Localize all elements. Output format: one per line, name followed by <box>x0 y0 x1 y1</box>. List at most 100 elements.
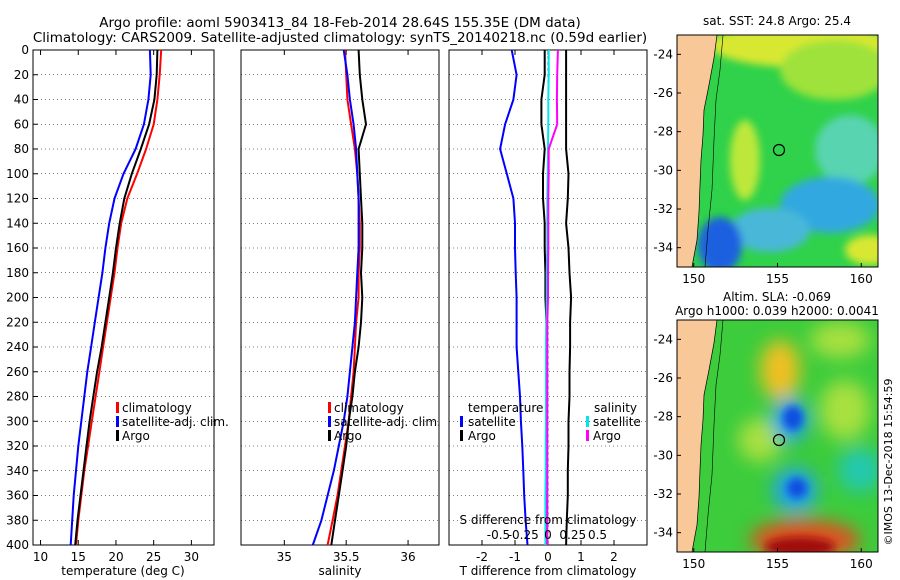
temperature-x-ticks: 10 15 20 25 30 <box>33 50 214 564</box>
legend-swatch-satellite <box>328 416 331 427</box>
x-tick-label: 2 <box>610 550 618 564</box>
map-x-tick-label: 160 <box>850 557 873 571</box>
sla-core-field <box>765 406 835 552</box>
sst-map-axes: 150 155 160 -24 -26 -28 -30 -32 -34 <box>653 47 872 286</box>
legend-swatch-satellite <box>116 416 119 427</box>
y-tick-label: 60 <box>14 117 29 131</box>
legend-label-satellite: satellite-adj. clim. <box>334 415 441 429</box>
australia-coast <box>677 320 718 552</box>
sla-high <box>738 418 782 462</box>
legend-label-satellite: satellite-adj. clim. <box>122 415 229 429</box>
map-y-tick-label: -24 <box>653 47 673 61</box>
sst-warm-patch <box>780 40 878 100</box>
y-tick-label: 140 <box>6 216 29 230</box>
temperature-lines <box>69 49 163 546</box>
legend-swatch-sal-satellite <box>586 416 589 427</box>
legend-title-salinity: salinity <box>594 401 637 415</box>
sst-map-title: sat. SST: 24.8 Argo: 25.4 <box>703 14 851 28</box>
difference-x-label: T difference from climatology <box>459 564 637 578</box>
series-line-argo <box>74 49 159 546</box>
difference-x-ticks: -2 -1 0 1 2 <box>449 50 647 564</box>
y-tick-label: 120 <box>6 192 29 206</box>
y-tick-label: 340 <box>6 464 29 478</box>
difference-panel: -2 -1 0 1 2 T difference from climatology S … <box>448 49 648 578</box>
y-tick-label: 40 <box>14 93 29 107</box>
map-y-tick-label: -28 <box>653 410 673 424</box>
legend-label-temp-argo: Argo <box>468 429 496 443</box>
sst-map: sat. SST: 24.8 Argo: 25.4 150 155 160 -24 -2… <box>653 14 879 286</box>
sla-map: Altim. SLA: -0.069 Argo h1000: 0.039 h20… <box>653 290 879 571</box>
map-y-tick-label: -34 <box>653 241 673 255</box>
legend-label-temp-satellite: satellite <box>468 415 516 429</box>
map-y-tick-label: -26 <box>653 86 673 100</box>
sst-warm-patch <box>730 120 760 200</box>
imos-credit: ©IMOS 13-Dec-2018 15:54:59 <box>882 379 895 546</box>
y-tick-label: 80 <box>14 142 29 156</box>
x-tick-label: 25 <box>146 550 161 564</box>
temperature-legend: climatology satellite-adj. clim. Argo <box>116 401 229 443</box>
s-tick-label: 0 <box>544 528 552 542</box>
argo-location-marker <box>772 143 786 157</box>
y-tick-label: 220 <box>6 315 29 329</box>
depth-axis: 0 20 40 60 80 100 120 140 160 180 200 220 240 260 280 3… <box>6 43 38 552</box>
title-line-2: Climatology: CARS2009. Satellite-adjuste… <box>33 30 647 46</box>
x-tick-label: 15 <box>71 550 86 564</box>
map-y-tick-label: -32 <box>653 202 673 216</box>
map-y-tick-label: -24 <box>653 332 673 346</box>
legend-swatch-sal-argo <box>586 430 589 441</box>
x-tick-label: 20 <box>108 550 123 564</box>
series-line-satellite-adj-clim- <box>311 49 360 546</box>
map-y-tick-label: -30 <box>653 448 673 462</box>
y-tick-label: 20 <box>14 68 29 82</box>
s-tick-label: 0.5 <box>588 528 607 542</box>
legend-label-argo: Argo <box>334 429 362 443</box>
sla-map-subtitle: Argo h1000: 0.039 h2000: 0.0041 <box>675 304 879 318</box>
sla-map-title: Altim. SLA: -0.069 <box>723 290 831 304</box>
sla-low-core <box>783 406 803 430</box>
y-tick-label: 0 <box>21 43 29 57</box>
sst-field <box>677 35 878 267</box>
australia-coast <box>677 35 718 267</box>
sla-high <box>820 380 870 440</box>
legend-label-climatology: climatology <box>122 401 192 415</box>
shelf-contour <box>704 320 724 552</box>
salinity-x-ticks: 35 35.5 36 <box>241 50 439 564</box>
s-difference-ticks: -0.5-0.25 0 0.25 0.5 <box>487 528 607 542</box>
x-tick-label: 1 <box>577 550 585 564</box>
y-tick-label: 200 <box>6 291 29 305</box>
shelf-contour <box>704 35 724 267</box>
s-tick-label: -0.25 <box>508 528 539 542</box>
temperature-panel: 0 20 40 60 80 100 120 140 160 180 200 220 240 260 280 3… <box>6 43 229 578</box>
sla-low-core <box>787 478 807 498</box>
map-y-tick-label: -34 <box>653 526 673 540</box>
map-y-tick-label: -30 <box>653 163 673 177</box>
y-tick-label: 240 <box>6 340 29 354</box>
y-tick-label: 320 <box>6 439 29 453</box>
y-tick-label: 100 <box>6 167 29 181</box>
legend-swatch-argo <box>116 430 119 441</box>
y-tick-label: 180 <box>6 266 29 280</box>
map-x-tick-label: 160 <box>850 272 873 286</box>
map-y-tick-label: -28 <box>653 125 673 139</box>
map-y-tick-label: -32 <box>653 487 673 501</box>
legend-label-sal-satellite: satellite <box>593 415 641 429</box>
x-tick-label: 10 <box>33 550 48 564</box>
salinity-legend: climatology satellite-adj. clim. Argo <box>328 401 441 443</box>
series-line-salinity-satellite <box>544 50 550 545</box>
sla-low <box>838 448 878 492</box>
x-tick-label: -2 <box>476 550 488 564</box>
map-x-tick-label: 150 <box>682 557 705 571</box>
title-line-1: Argo profile: aoml 5903413_84 18-Feb-201… <box>99 15 581 31</box>
map-x-tick-label: 155 <box>766 272 789 286</box>
s-tick-label: 0.25 <box>559 528 586 542</box>
map-y-tick-label: -26 <box>653 371 673 385</box>
sst-cold-patch <box>698 217 742 267</box>
map-x-tick-label: 150 <box>682 272 705 286</box>
sla-high <box>760 340 800 400</box>
y-tick-label: 160 <box>6 241 29 255</box>
x-tick-label: 0 <box>544 550 552 564</box>
temperature-x-label: temperature (deg C) <box>61 564 184 578</box>
series-line-temperature-satellite <box>499 49 529 546</box>
x-tick-label: 35 <box>277 550 292 564</box>
